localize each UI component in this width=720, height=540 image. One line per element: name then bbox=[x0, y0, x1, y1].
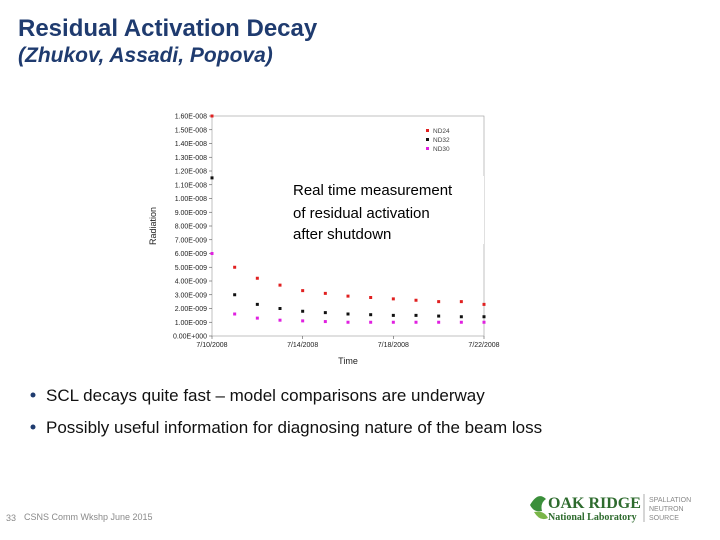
data-point bbox=[459, 300, 463, 304]
data-point bbox=[369, 313, 373, 317]
logo: OAK RIDGE National Laboratory SPALLATION… bbox=[530, 494, 691, 523]
annotation: of residual activation bbox=[293, 205, 430, 222]
y-tick-label: 1.10E-008 bbox=[175, 182, 207, 189]
data-point bbox=[459, 320, 463, 324]
logo-sns: NEUTRON bbox=[649, 506, 684, 513]
data-point bbox=[323, 311, 327, 315]
annotation: Real time measurement bbox=[293, 182, 453, 199]
legend-label: ND30 bbox=[433, 146, 450, 153]
data-point bbox=[369, 296, 373, 299]
logo-lab: National Laboratory bbox=[548, 512, 637, 523]
data-point bbox=[482, 315, 486, 319]
bullet-dot bbox=[30, 424, 36, 430]
bullet: Possibly useful information for diagnosi… bbox=[46, 418, 542, 437]
data-point bbox=[210, 176, 214, 180]
data-point bbox=[233, 265, 237, 269]
data-point bbox=[301, 309, 305, 313]
data-point bbox=[233, 293, 237, 297]
data-point bbox=[323, 291, 327, 295]
data-point bbox=[391, 320, 395, 324]
y-axis-label: Radiation bbox=[148, 207, 158, 245]
data-point bbox=[255, 302, 259, 306]
bullet: SCL decays quite fast – model comparison… bbox=[46, 386, 485, 405]
data-point bbox=[459, 315, 463, 319]
y-tick-label: 0.00E+000 bbox=[173, 334, 207, 341]
y-tick-label: 4.00E-009 bbox=[175, 279, 207, 286]
legend-label: ND24 bbox=[433, 128, 450, 135]
slide-title: Residual Activation Decay bbox=[18, 15, 318, 42]
y-tick-label: 5.00E-009 bbox=[175, 265, 207, 272]
y-tick-label: 8.00E-009 bbox=[175, 224, 207, 231]
x-tick-label: 7/22/2008 bbox=[468, 342, 499, 349]
slide-subtitle: (Zhukov, Assadi, Popova) bbox=[18, 44, 273, 67]
y-tick-label: 1.40E-008 bbox=[175, 141, 207, 148]
data-point bbox=[482, 320, 486, 324]
data-point bbox=[437, 320, 441, 324]
y-tick-label: 1.30E-008 bbox=[175, 155, 207, 162]
data-point bbox=[391, 313, 395, 317]
data-point bbox=[346, 320, 350, 324]
data-point bbox=[391, 297, 395, 301]
y-tick-label: 3.00E-009 bbox=[175, 292, 207, 299]
data-point bbox=[346, 294, 350, 298]
data-point bbox=[301, 319, 305, 323]
y-tick-label: 1.20E-008 bbox=[175, 169, 207, 176]
y-tick-label: 1.60E-008 bbox=[175, 114, 207, 121]
data-point bbox=[437, 314, 441, 318]
data-point bbox=[255, 316, 259, 320]
logo-name: OAK RIDGE bbox=[548, 495, 641, 512]
data-point bbox=[437, 300, 441, 304]
x-tick-label: 7/18/2008 bbox=[378, 342, 409, 349]
annotation: after shutdown bbox=[293, 226, 391, 243]
data-point bbox=[233, 312, 237, 316]
data-point bbox=[210, 252, 214, 255]
data-point bbox=[414, 320, 418, 324]
logo-leaf bbox=[534, 511, 548, 520]
data-point bbox=[369, 320, 373, 324]
data-point bbox=[414, 313, 418, 317]
logo-sns: SPALLATION bbox=[649, 497, 691, 504]
legend-marker bbox=[426, 138, 429, 141]
y-tick-label: 7.00E-009 bbox=[175, 237, 207, 244]
data-point bbox=[346, 312, 350, 316]
x-axis-label: Time bbox=[338, 356, 358, 366]
data-point bbox=[301, 289, 305, 293]
page-number: 33 bbox=[6, 513, 16, 523]
footer-text: CSNS Comm Wkshp June 2015 bbox=[24, 512, 153, 522]
data-point bbox=[278, 307, 282, 310]
y-tick-label: 1.50E-008 bbox=[175, 127, 207, 134]
legend-marker bbox=[426, 129, 429, 132]
data-point bbox=[255, 276, 259, 280]
x-tick-label: 7/14/2008 bbox=[287, 342, 318, 349]
data-point bbox=[210, 114, 214, 118]
y-tick-label: 2.00E-009 bbox=[175, 306, 207, 313]
data-point bbox=[278, 318, 282, 322]
y-tick-label: 1.00E-009 bbox=[175, 320, 207, 327]
logo-leaf bbox=[530, 496, 546, 512]
data-point bbox=[323, 320, 327, 324]
data-point bbox=[278, 283, 282, 287]
bullet-dot bbox=[30, 392, 36, 398]
y-tick-label: 1.00E-008 bbox=[175, 196, 207, 203]
legend-label: ND32 bbox=[433, 137, 450, 144]
logo-sns: SOURCE bbox=[649, 515, 679, 522]
annotation-box bbox=[288, 176, 484, 244]
data-point bbox=[414, 298, 418, 302]
chart: 0.00E+000 1.00E-009 2.00E-009 3.00E-009 4.00… bbox=[148, 114, 500, 367]
data-point bbox=[482, 302, 486, 306]
y-tick-label: 6.00E-009 bbox=[175, 251, 207, 258]
x-tick-label: 7/10/2008 bbox=[196, 342, 227, 349]
y-tick-label: 9.00E-009 bbox=[175, 210, 207, 217]
legend-marker bbox=[426, 147, 429, 150]
